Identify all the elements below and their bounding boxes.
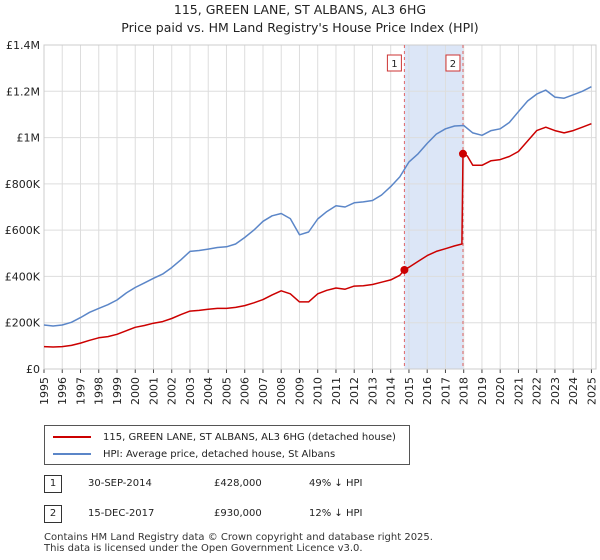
x-tick-label: 2017: [439, 377, 452, 405]
x-tick-label: 2003: [184, 377, 197, 405]
sale-number: 2: [44, 505, 62, 523]
sale-hpi-diff: 49% ↓ HPI: [309, 478, 363, 489]
footer-copyright: Contains HM Land Registry data © Crown c…: [44, 532, 433, 543]
sale-price: £428,000: [214, 478, 262, 489]
x-tick-label: 2013: [366, 377, 379, 405]
x-tick-label: 1999: [111, 377, 124, 405]
price-paid-line: [43, 122, 592, 348]
x-tick-label: 2019: [476, 377, 489, 405]
x-tick-label: 2023: [549, 377, 562, 405]
footer-licence: This data is licensed under the Open Gov…: [44, 543, 363, 554]
x-tick-label: 1995: [38, 377, 51, 405]
x-tick-label: 1997: [74, 377, 87, 405]
legend-label-property: 115, GREEN LANE, ST ALBANS, AL3 6HG (det…: [103, 431, 396, 443]
sale-price: £930,000: [214, 508, 262, 519]
x-tick-label: 2006: [239, 377, 252, 405]
x-tick-label: 2016: [421, 377, 434, 405]
y-tick-label: £400K: [5, 270, 41, 283]
price-chart: £0 £200K £400K £600K £800K £1M £1.2M £1.4M 1995 1…: [5, 39, 599, 405]
footer: Contains HM Land Registry data © Crown c…: [44, 532, 433, 554]
legend-swatch-red: [53, 436, 91, 438]
x-tick-label: 2025: [585, 377, 598, 405]
x-tick-label: 2009: [293, 377, 306, 405]
x-tick-label: 2008: [275, 377, 288, 405]
y-tick-label: £600K: [5, 224, 41, 237]
hpi-line: [43, 86, 592, 327]
y-tick-label: £200K: [5, 317, 41, 330]
chart-title: 115, GREEN LANE, ST ALBANS, AL3 6HG: [173, 2, 427, 17]
sale-hpi-diff: 12% ↓ HPI: [309, 508, 363, 519]
marker-2-box: [445, 54, 461, 72]
x-tick-label: 2018: [458, 377, 471, 405]
sale-number: 1: [44, 475, 62, 493]
x-tick-label: 2012: [348, 377, 361, 405]
legend-item-property: 115, GREEN LANE, ST ALBANS, AL3 6HG (det…: [53, 430, 396, 444]
sale-point-2: [458, 149, 467, 158]
y-tick-label: £1.2M: [6, 85, 40, 98]
x-tick-label: 1996: [56, 377, 69, 405]
legend-label-hpi: HPI: Average price, detached house, St A…: [103, 448, 336, 460]
x-tick-label: 2007: [257, 377, 270, 405]
x-tick-label: 2015: [403, 377, 416, 405]
marker-1-box: [386, 54, 402, 72]
x-tick-label: 2004: [202, 377, 215, 405]
x-tick-label: 2000: [129, 377, 142, 405]
x-tick-label: 2002: [166, 377, 179, 405]
marker-2-label: 2: [450, 59, 456, 70]
sale-date: 30-SEP-2014: [88, 478, 152, 489]
chart-subtitle: Price paid vs. HM Land Registry's House …: [121, 20, 479, 35]
x-tick-label: 2010: [312, 377, 325, 405]
y-tick-label: £1.4M: [6, 39, 40, 52]
x-tick-label: 2024: [567, 377, 580, 405]
x-tick-label: 1998: [93, 377, 106, 405]
plot-frame: [43, 44, 597, 370]
y-tick-label: £1M: [17, 132, 41, 145]
x-tick-label: 2001: [147, 377, 160, 405]
y-tick-label: £0: [26, 363, 40, 376]
sale-date: 15-DEC-2017: [88, 508, 155, 519]
legend: 115, GREEN LANE, ST ALBANS, AL3 6HG (det…: [44, 425, 410, 465]
x-tick-label: 2022: [531, 377, 544, 405]
sale-point-1: [400, 265, 409, 274]
legend-item-hpi: HPI: Average price, detached house, St A…: [53, 447, 335, 461]
marker-1-label: 1: [391, 59, 397, 70]
x-tick-label: 2021: [512, 377, 525, 405]
y-tick-label: £800K: [5, 178, 41, 191]
x-tick-label: 2011: [330, 377, 343, 405]
x-tick-label: 2020: [494, 377, 507, 405]
legend-swatch-blue: [53, 453, 91, 455]
x-tick-label: 2014: [385, 377, 398, 405]
highlight-span: [404, 45, 463, 369]
x-tick-label: 2005: [220, 377, 233, 405]
